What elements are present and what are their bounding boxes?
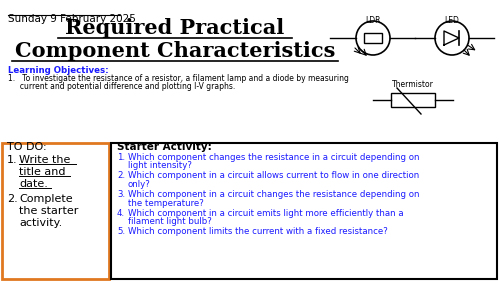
Text: 5.: 5. bbox=[117, 227, 125, 236]
Bar bbox=[364, 33, 382, 43]
Text: Which component changes the resistance in a circuit depending on: Which component changes the resistance i… bbox=[128, 153, 420, 162]
Text: Write the: Write the bbox=[19, 155, 70, 165]
FancyBboxPatch shape bbox=[2, 143, 109, 279]
Text: current and potential difference and plotting I-V graphs.: current and potential difference and plo… bbox=[8, 82, 235, 91]
Text: Sunday 9 February 2025: Sunday 9 February 2025 bbox=[8, 14, 136, 24]
Text: 4.: 4. bbox=[117, 209, 125, 217]
Text: Thermistor: Thermistor bbox=[392, 80, 434, 89]
Text: filament light bulb?: filament light bulb? bbox=[128, 217, 212, 226]
Text: Required Practical: Required Practical bbox=[66, 18, 284, 38]
Text: 3.: 3. bbox=[117, 190, 125, 199]
Text: TO DO:: TO DO: bbox=[7, 142, 46, 152]
Text: 2.: 2. bbox=[117, 171, 125, 180]
Text: 1.: 1. bbox=[7, 155, 18, 165]
Text: 1.: 1. bbox=[117, 153, 125, 162]
Text: 1.   To investigate the resistance of a resistor, a filament lamp and a diode by: 1. To investigate the resistance of a re… bbox=[8, 74, 349, 83]
Text: 2.: 2. bbox=[7, 194, 18, 204]
Text: Starter Activity:: Starter Activity: bbox=[117, 142, 212, 152]
Text: Which component in a circuit changes the resistance depending on: Which component in a circuit changes the… bbox=[128, 190, 420, 199]
Text: the starter: the starter bbox=[19, 206, 78, 216]
Text: light intensity?: light intensity? bbox=[128, 162, 192, 171]
Text: date.: date. bbox=[19, 179, 48, 189]
FancyBboxPatch shape bbox=[111, 143, 497, 279]
Text: Which component limits the current with a fixed resistance?: Which component limits the current with … bbox=[128, 227, 388, 236]
Text: Which component in a circuit allows current to flow in one direction: Which component in a circuit allows curr… bbox=[128, 171, 419, 180]
Text: only?: only? bbox=[128, 180, 151, 189]
Bar bbox=[391, 93, 435, 107]
Text: Complete: Complete bbox=[19, 194, 72, 204]
Text: the temperature?: the temperature? bbox=[128, 198, 204, 207]
Text: LED: LED bbox=[444, 16, 460, 25]
Text: LDR: LDR bbox=[365, 16, 381, 25]
Text: Which component in a circuit emits light more efficiently than a: Which component in a circuit emits light… bbox=[128, 209, 404, 217]
Text: activity.: activity. bbox=[19, 218, 62, 228]
Text: Component Characteristics: Component Characteristics bbox=[15, 41, 335, 61]
Text: title and: title and bbox=[19, 167, 66, 177]
Text: Learning Objectives:: Learning Objectives: bbox=[8, 66, 108, 75]
